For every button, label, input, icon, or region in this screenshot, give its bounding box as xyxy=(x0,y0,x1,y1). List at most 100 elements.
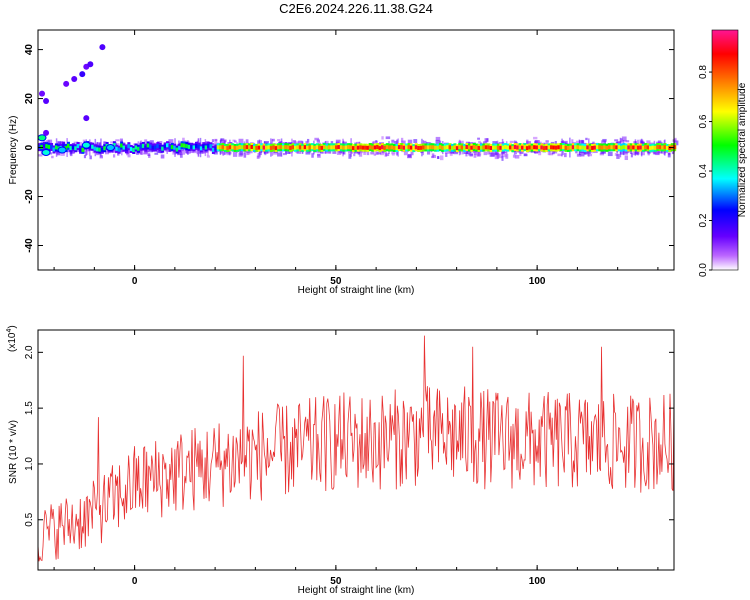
heatmap-core-cell xyxy=(291,145,295,150)
heatmap-halo-cell xyxy=(607,151,613,157)
heatmap-core-cell xyxy=(644,145,648,150)
heatmap-core-cell xyxy=(521,145,525,150)
heatmap-halo-cell xyxy=(514,154,520,159)
heatmap-halo-cell xyxy=(403,151,408,156)
heatmap-core-cell xyxy=(591,145,595,150)
heatmap-halo-cell xyxy=(357,152,360,155)
heatmap-outlier-point xyxy=(63,80,70,87)
heatmap-halo-cell xyxy=(51,155,54,159)
heatmap-core-cell xyxy=(533,145,537,150)
heatmap-halo-cell xyxy=(498,153,503,159)
heatmap-halo-cell xyxy=(317,153,321,158)
heatmap-halo-cell xyxy=(580,151,585,157)
heatmap-halo-cell xyxy=(306,138,310,143)
heatmap-halo-cell xyxy=(157,149,163,154)
heatmap-halo-cell xyxy=(366,150,370,156)
heatmap-halo-cell xyxy=(545,140,549,143)
heatmap-halo-cell xyxy=(410,151,414,156)
heatmap-halo-cell xyxy=(484,138,489,143)
heatmap-halo-cell xyxy=(115,139,120,142)
heatmap-core-cell xyxy=(542,146,546,151)
heatmap-outlier-point xyxy=(43,129,50,136)
heatmap-core-cell xyxy=(400,144,404,149)
heatmap-core-cell xyxy=(117,147,121,152)
heatmap-halo-cell xyxy=(363,152,366,155)
heatmap-core-cell xyxy=(487,145,491,150)
heatmap-core-cell xyxy=(528,145,532,150)
heatmap-halo-cell xyxy=(478,140,481,144)
heatmap-core-cell xyxy=(603,145,607,150)
heatmap-halo-cell xyxy=(238,138,244,144)
heatmap-core-cell xyxy=(499,145,503,150)
heatmap-core-cell xyxy=(414,145,418,150)
heatmap-core-cell xyxy=(479,145,483,150)
heatmap-halo-cell xyxy=(353,153,356,157)
heatmap-halo-cell xyxy=(358,152,363,157)
heatmap-halo-cell xyxy=(439,140,442,145)
heatmap-core-cell xyxy=(641,145,645,150)
snr-exponent-prefix: (x10 xyxy=(7,332,18,352)
heatmap-halo-cell xyxy=(212,142,215,148)
heatmap-halo-cell xyxy=(601,140,606,146)
heatmap-core-cell xyxy=(236,145,240,150)
heatmap-halo-cell xyxy=(401,140,406,146)
heatmap-core-cell xyxy=(347,145,351,150)
heatmap-core-cell xyxy=(605,145,609,150)
heatmap-halo-cell xyxy=(391,150,396,155)
heatmap-core-cell xyxy=(91,144,95,149)
heatmap-outlier-point xyxy=(39,90,46,97)
heatmap-halo-cell xyxy=(624,150,628,155)
heatmap-core-cell xyxy=(322,144,326,149)
heatmap-halo-cell xyxy=(571,139,574,144)
heatmap-halo-cell xyxy=(127,154,131,158)
heatmap-core-cell xyxy=(371,145,375,150)
heatmap-halo-cell xyxy=(296,150,302,154)
heatmap-core-cell xyxy=(185,144,189,149)
heatmap-core-cell xyxy=(455,146,459,151)
colorbar-label: Normalized spectral amplitude xyxy=(737,82,748,217)
heatmap-blob xyxy=(41,148,51,156)
heatmap-core-cell xyxy=(252,145,256,150)
heatmap-halo-cell xyxy=(277,139,281,142)
heatmap-halo-cell xyxy=(557,153,562,157)
heatmap-halo-cell xyxy=(375,151,379,155)
heatmap-halo-cell xyxy=(133,151,137,154)
heatmap-core-cell xyxy=(250,144,254,149)
heatmap-halo-cell xyxy=(314,137,319,141)
heatmap-halo-cell xyxy=(247,152,251,155)
heatmap-core-cell xyxy=(163,144,167,149)
heatmap-core-cell xyxy=(192,145,196,150)
heatmap-halo-cell xyxy=(431,153,435,157)
heatmap-core-cell xyxy=(465,144,469,149)
heatmap-core-cell xyxy=(318,145,322,150)
heatmap-halo-cell xyxy=(655,151,660,156)
heatmap-core-cell xyxy=(76,144,80,149)
heatmap-halo-cell xyxy=(168,139,174,144)
heatmap-halo-cell xyxy=(147,153,151,156)
heatmap-halo-cell xyxy=(180,149,186,155)
heatmap-core-cell xyxy=(581,145,585,150)
heatmap-core-cell xyxy=(569,145,573,150)
heatmap-core-cell xyxy=(310,145,314,150)
heatmap-halo-cell xyxy=(325,140,329,145)
heatmap-core-cell xyxy=(95,147,99,152)
snr-y-axis: 2.0 1.5 1.0 0.5 xyxy=(24,345,674,527)
heatmap-core-cell xyxy=(349,145,353,150)
heatmap-core-cell xyxy=(156,144,160,149)
heatmap-core-cell xyxy=(81,147,85,152)
heatmap-halo-cell xyxy=(375,140,378,143)
heatmap-core-cell xyxy=(351,146,355,151)
heatmap-core-cell xyxy=(47,144,51,149)
heatmap-halo-cell xyxy=(38,154,43,157)
colorbar-tick-label: 0.0 xyxy=(698,263,709,277)
heatmap-halo-cell xyxy=(519,150,524,154)
heatmap-core-cell xyxy=(175,147,179,152)
heatmap-halo-cell xyxy=(625,140,630,143)
heatmap-outlier-point xyxy=(99,44,106,51)
heatmap-core-cell xyxy=(286,145,290,150)
heatmap-core-cell xyxy=(103,146,107,151)
heatmap-core-cell xyxy=(661,145,665,150)
heatmap-halo-cell xyxy=(380,151,384,156)
heatmap-halo-cell xyxy=(614,139,619,142)
heatmap-core-cell xyxy=(129,146,133,151)
